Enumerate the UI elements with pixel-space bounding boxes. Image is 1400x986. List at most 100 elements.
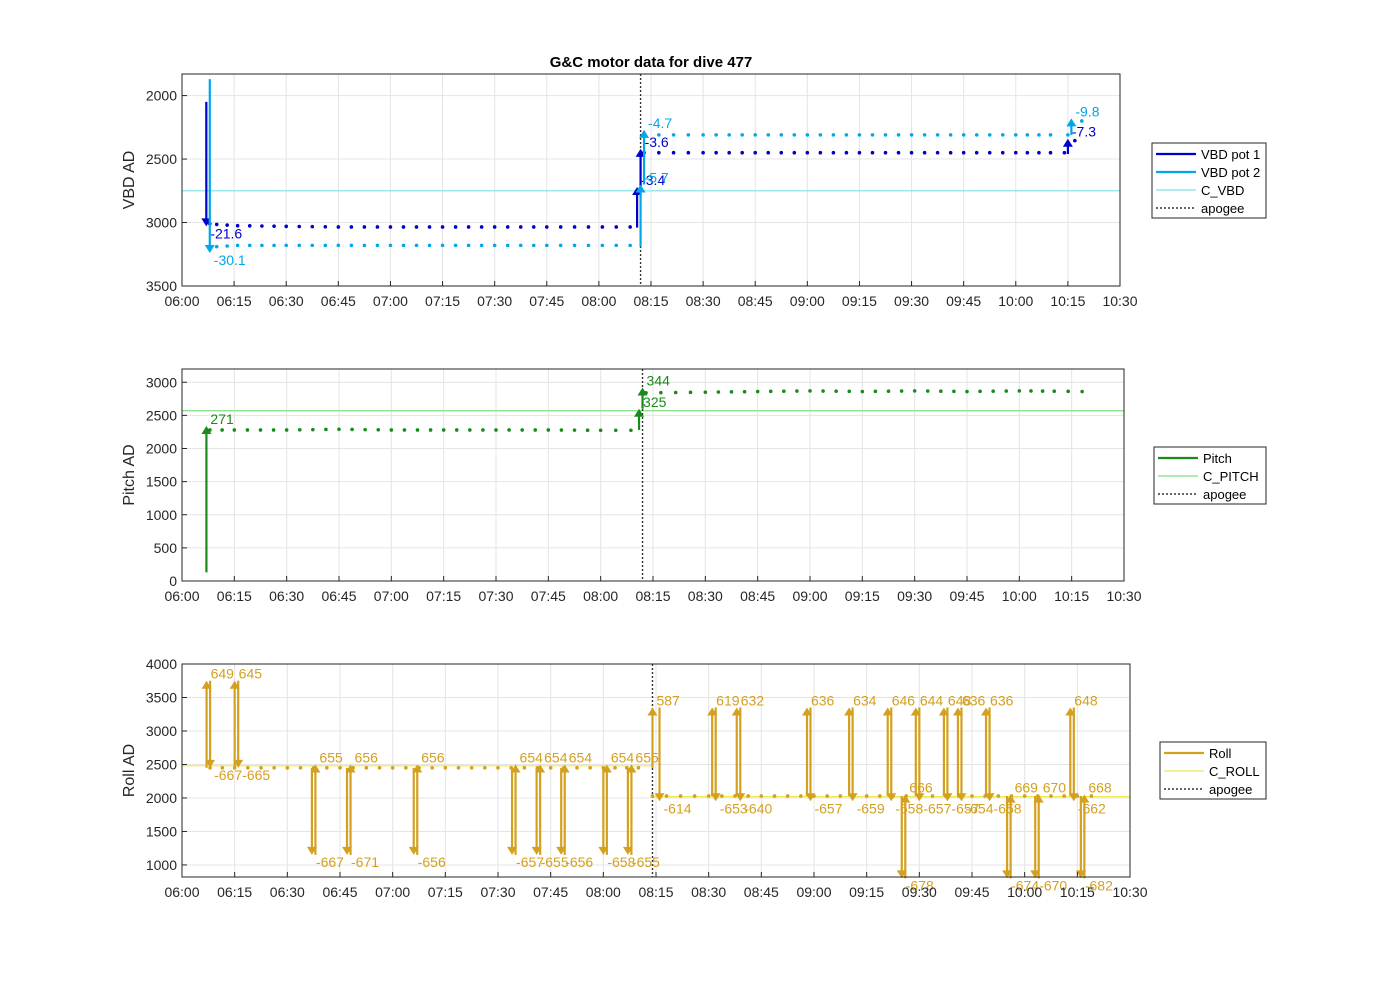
- x-tick-label: 06:45: [322, 884, 357, 900]
- x-tick-label: 08:00: [581, 293, 616, 309]
- data-point: [1048, 150, 1053, 155]
- data-point: [466, 225, 471, 229]
- data-point: [260, 224, 264, 228]
- y-tick-label: 3000: [146, 723, 177, 739]
- x-tick-label: 06:00: [164, 884, 199, 900]
- data-point: [247, 224, 252, 228]
- legend-label: apogee: [1203, 487, 1246, 502]
- legend-label: VBD pot 2: [1201, 165, 1260, 180]
- data-point: [585, 428, 590, 432]
- data-point: [766, 133, 771, 137]
- data-point: [838, 794, 843, 798]
- data-point: [792, 150, 797, 155]
- arrow-head: [1033, 794, 1044, 803]
- x-tick-label: 07:00: [374, 588, 409, 604]
- data-point: [818, 150, 823, 155]
- data-point: [860, 389, 865, 394]
- move-label: 655: [635, 749, 659, 765]
- data-point: [441, 428, 446, 432]
- y-tick-label: 2000: [146, 88, 177, 104]
- x-tick-label: 07:30: [478, 588, 513, 604]
- move-label: 587: [656, 693, 680, 709]
- data-point: [805, 133, 810, 137]
- move-label: -653: [720, 800, 748, 816]
- data-point: [375, 243, 380, 248]
- x-tick-label: 09:15: [842, 293, 877, 309]
- data-point: [825, 794, 829, 798]
- y-tick-label: 500: [154, 540, 178, 556]
- data-point: [575, 766, 579, 770]
- data-point: [558, 225, 563, 229]
- data-point: [337, 427, 341, 432]
- x-tick-label: 08:30: [688, 588, 723, 604]
- data-point: [706, 794, 711, 798]
- x-tick-label: 07:15: [426, 588, 461, 604]
- data-point: [613, 766, 617, 770]
- y-tick-label: 4000: [146, 656, 177, 672]
- x-tick-label: 10:15: [1060, 884, 1095, 900]
- data-point: [456, 766, 461, 770]
- arrow-head: [201, 425, 212, 434]
- x-tick-label: 07:30: [477, 293, 512, 309]
- data-point: [688, 390, 693, 395]
- data-point: [714, 133, 718, 137]
- data-point: [544, 225, 549, 229]
- data-point: [909, 133, 914, 137]
- arrow-head: [805, 793, 816, 802]
- arrow-head: [233, 759, 244, 768]
- data-point: [1079, 119, 1084, 123]
- move-label: -659: [857, 800, 885, 816]
- data-point: [870, 133, 875, 137]
- move-label: 636: [962, 693, 986, 709]
- data-point: [759, 794, 764, 798]
- x-tick-label: 09:00: [796, 884, 831, 900]
- data-point: [271, 428, 276, 432]
- data-point: [1037, 133, 1041, 137]
- move-label: -682: [1085, 877, 1113, 893]
- data-point: [671, 133, 676, 137]
- data-point: [961, 150, 966, 155]
- arrow-head: [1005, 794, 1016, 803]
- move-label: 648: [1074, 693, 1098, 709]
- arrow-head: [1068, 793, 1079, 802]
- data-point: [453, 225, 458, 229]
- data-point: [284, 428, 289, 432]
- data-point: [440, 243, 445, 248]
- data-point: [324, 427, 328, 432]
- data-point: [260, 243, 264, 248]
- arrow-head: [942, 793, 953, 802]
- data-point: [258, 428, 263, 432]
- arrow-head: [510, 764, 521, 773]
- data-point: [1089, 794, 1094, 798]
- x-tick-label: 06:15: [217, 884, 252, 900]
- data-point: [883, 133, 888, 137]
- data-point: [678, 794, 683, 798]
- data-point: [716, 390, 721, 394]
- data-point: [701, 150, 705, 155]
- move-label: 654: [611, 749, 635, 765]
- move-label: 636: [811, 693, 835, 709]
- data-point: [284, 224, 289, 229]
- move-label: 668: [1088, 780, 1112, 796]
- move-label: -658: [895, 800, 923, 816]
- data-point: [247, 243, 252, 248]
- data-point: [297, 243, 302, 248]
- data-point: [375, 225, 380, 229]
- data-point: [772, 794, 777, 798]
- data-point: [1025, 133, 1030, 137]
- data-point: [483, 766, 487, 770]
- move-label: 654: [520, 749, 544, 765]
- data-point: [896, 133, 901, 137]
- arrow-head: [710, 793, 721, 802]
- move-label: -667: [316, 854, 344, 870]
- x-tick-label: 06:15: [217, 293, 252, 309]
- data-point: [899, 389, 904, 393]
- move-label: -657: [516, 854, 544, 870]
- data-point: [428, 428, 433, 432]
- x-tick-label: 09:00: [792, 588, 827, 604]
- y-tick-label: 3500: [146, 278, 177, 294]
- data-point: [768, 389, 773, 394]
- data-point: [636, 766, 641, 770]
- data-point: [1052, 389, 1057, 393]
